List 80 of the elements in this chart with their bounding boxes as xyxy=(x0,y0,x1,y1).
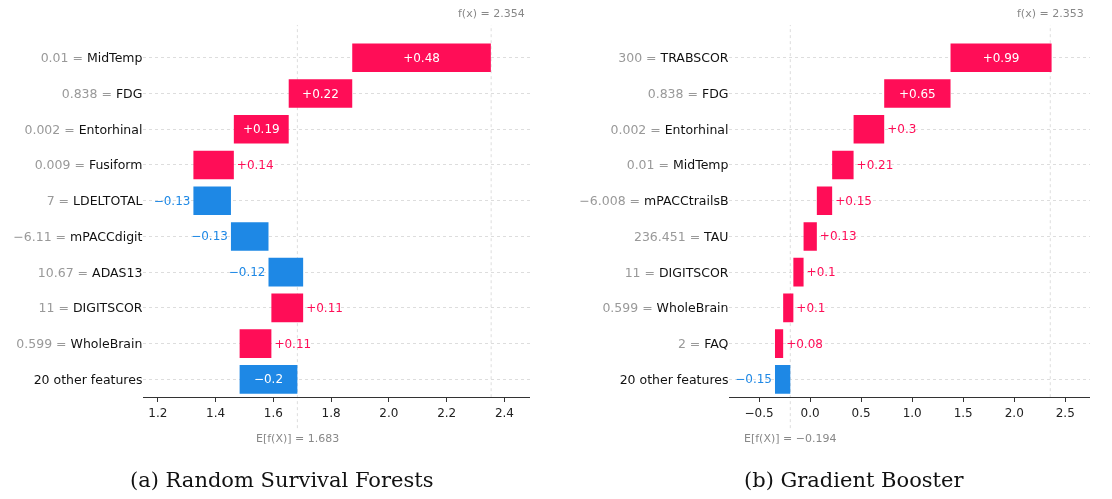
bar xyxy=(239,329,272,358)
ref-line-label: E[f(X)] = −0.194 xyxy=(744,432,837,445)
bar xyxy=(793,257,804,287)
data-label: −0.2 xyxy=(253,372,284,387)
x-tick-label: 1.6 xyxy=(263,405,283,420)
data-label: +0.13 xyxy=(819,229,857,244)
bar xyxy=(233,114,289,144)
y-tick-label: 10.67 = ADAS13 xyxy=(37,264,143,280)
y-tick-label: 0.009 = Fusiform xyxy=(34,157,143,173)
y-tick-label: 7 = LDELTOTAL xyxy=(46,193,143,209)
y-tick-label: 0.002 = Entorhinal xyxy=(610,121,729,137)
data-label: +0.14 xyxy=(236,157,274,172)
y-tick-label: 0.01 = MidTemp xyxy=(626,157,729,173)
bar xyxy=(783,293,794,323)
x-tick-label: 1.4 xyxy=(206,405,226,420)
y-tick-label: −6.11 = mPACCdigit xyxy=(13,228,143,244)
bar xyxy=(239,365,298,394)
data-label: +0.11 xyxy=(274,336,312,351)
bar xyxy=(774,365,791,394)
x-tick-label: 2.5 xyxy=(1055,405,1075,420)
x-tick-label: 1.5 xyxy=(953,405,973,420)
bar xyxy=(268,257,304,287)
y-tick-label: 11 = DIGITSCOR xyxy=(38,300,143,316)
y-tick-label: −6.008 = mPACCtrailsB xyxy=(579,193,729,209)
y-tick-label: 300 = TRABSCOR xyxy=(618,50,729,66)
data-label: +0.3 xyxy=(887,122,917,137)
x-tick-label: −0.5 xyxy=(744,405,774,420)
x-tick-label: 1.2 xyxy=(148,405,168,420)
y-tick-label: 0.002 = Entorhinal xyxy=(24,121,143,137)
data-label: +0.08 xyxy=(786,336,823,351)
x-tick-label: 2.2 xyxy=(437,405,457,420)
y-tick-label: 11 = DIGITSCOR xyxy=(624,264,729,280)
ref-line-label: f(x) = 2.353 xyxy=(1017,7,1084,20)
y-tick-label: 0.599 = WholeBrain xyxy=(16,335,143,351)
bar xyxy=(950,43,1052,73)
ref-line-label: E[f(X)] = 1.683 xyxy=(256,432,340,445)
y-tick-label: 0.838 = FDG xyxy=(647,85,729,101)
data-label: +0.99 xyxy=(982,50,1020,65)
data-label: +0.22 xyxy=(302,86,339,101)
bar xyxy=(816,186,833,215)
bar xyxy=(352,43,491,73)
x-tick-label: 0.0 xyxy=(800,405,820,420)
x-tick-label: 1.0 xyxy=(902,405,922,420)
y-tick-label: 2 = FAQ xyxy=(677,335,729,351)
x-tick-label: 2.0 xyxy=(1004,405,1024,420)
bar xyxy=(193,150,234,180)
ref-line-label: f(x) = 2.354 xyxy=(458,7,525,20)
data-label: −0.15 xyxy=(735,372,772,387)
bar xyxy=(271,293,304,323)
bar xyxy=(774,329,784,358)
data-label: +0.15 xyxy=(835,193,872,208)
bar xyxy=(803,222,817,251)
y-tick-label: 0.599 = WholeBrain xyxy=(602,300,729,316)
bar xyxy=(853,114,885,144)
data-label: +0.21 xyxy=(856,157,894,172)
bar xyxy=(884,79,951,108)
y-tick-label: 20 other features xyxy=(33,371,143,387)
data-label: +0.65 xyxy=(898,86,936,101)
x-tick-label: 2.0 xyxy=(379,405,399,420)
text: (a) Random Survival Forests xyxy=(130,468,434,492)
text: (b) Gradient Booster xyxy=(744,468,965,492)
bar xyxy=(230,222,269,251)
data-label: +0.1 xyxy=(796,300,826,315)
y-tick-label: 236.451 = TAU xyxy=(633,228,729,244)
data-label: −0.13 xyxy=(191,229,228,244)
data-label: −0.12 xyxy=(228,265,266,280)
data-label: −0.13 xyxy=(153,193,191,208)
data-label: +0.19 xyxy=(242,122,280,137)
x-tick-label: 1.8 xyxy=(321,405,341,420)
bar xyxy=(193,186,231,215)
x-tick-label: 2.4 xyxy=(494,405,514,420)
bar xyxy=(832,150,854,180)
y-tick-label: 0.01 = MidTemp xyxy=(40,50,143,66)
y-tick-label: 20 other features xyxy=(619,371,729,387)
x-tick-label: 0.5 xyxy=(851,405,871,420)
y-tick-label: 0.838 = FDG xyxy=(61,85,143,101)
bar xyxy=(288,79,353,108)
data-label: +0.11 xyxy=(306,300,343,315)
data-label: +0.48 xyxy=(403,50,440,65)
data-label: +0.1 xyxy=(806,265,836,280)
